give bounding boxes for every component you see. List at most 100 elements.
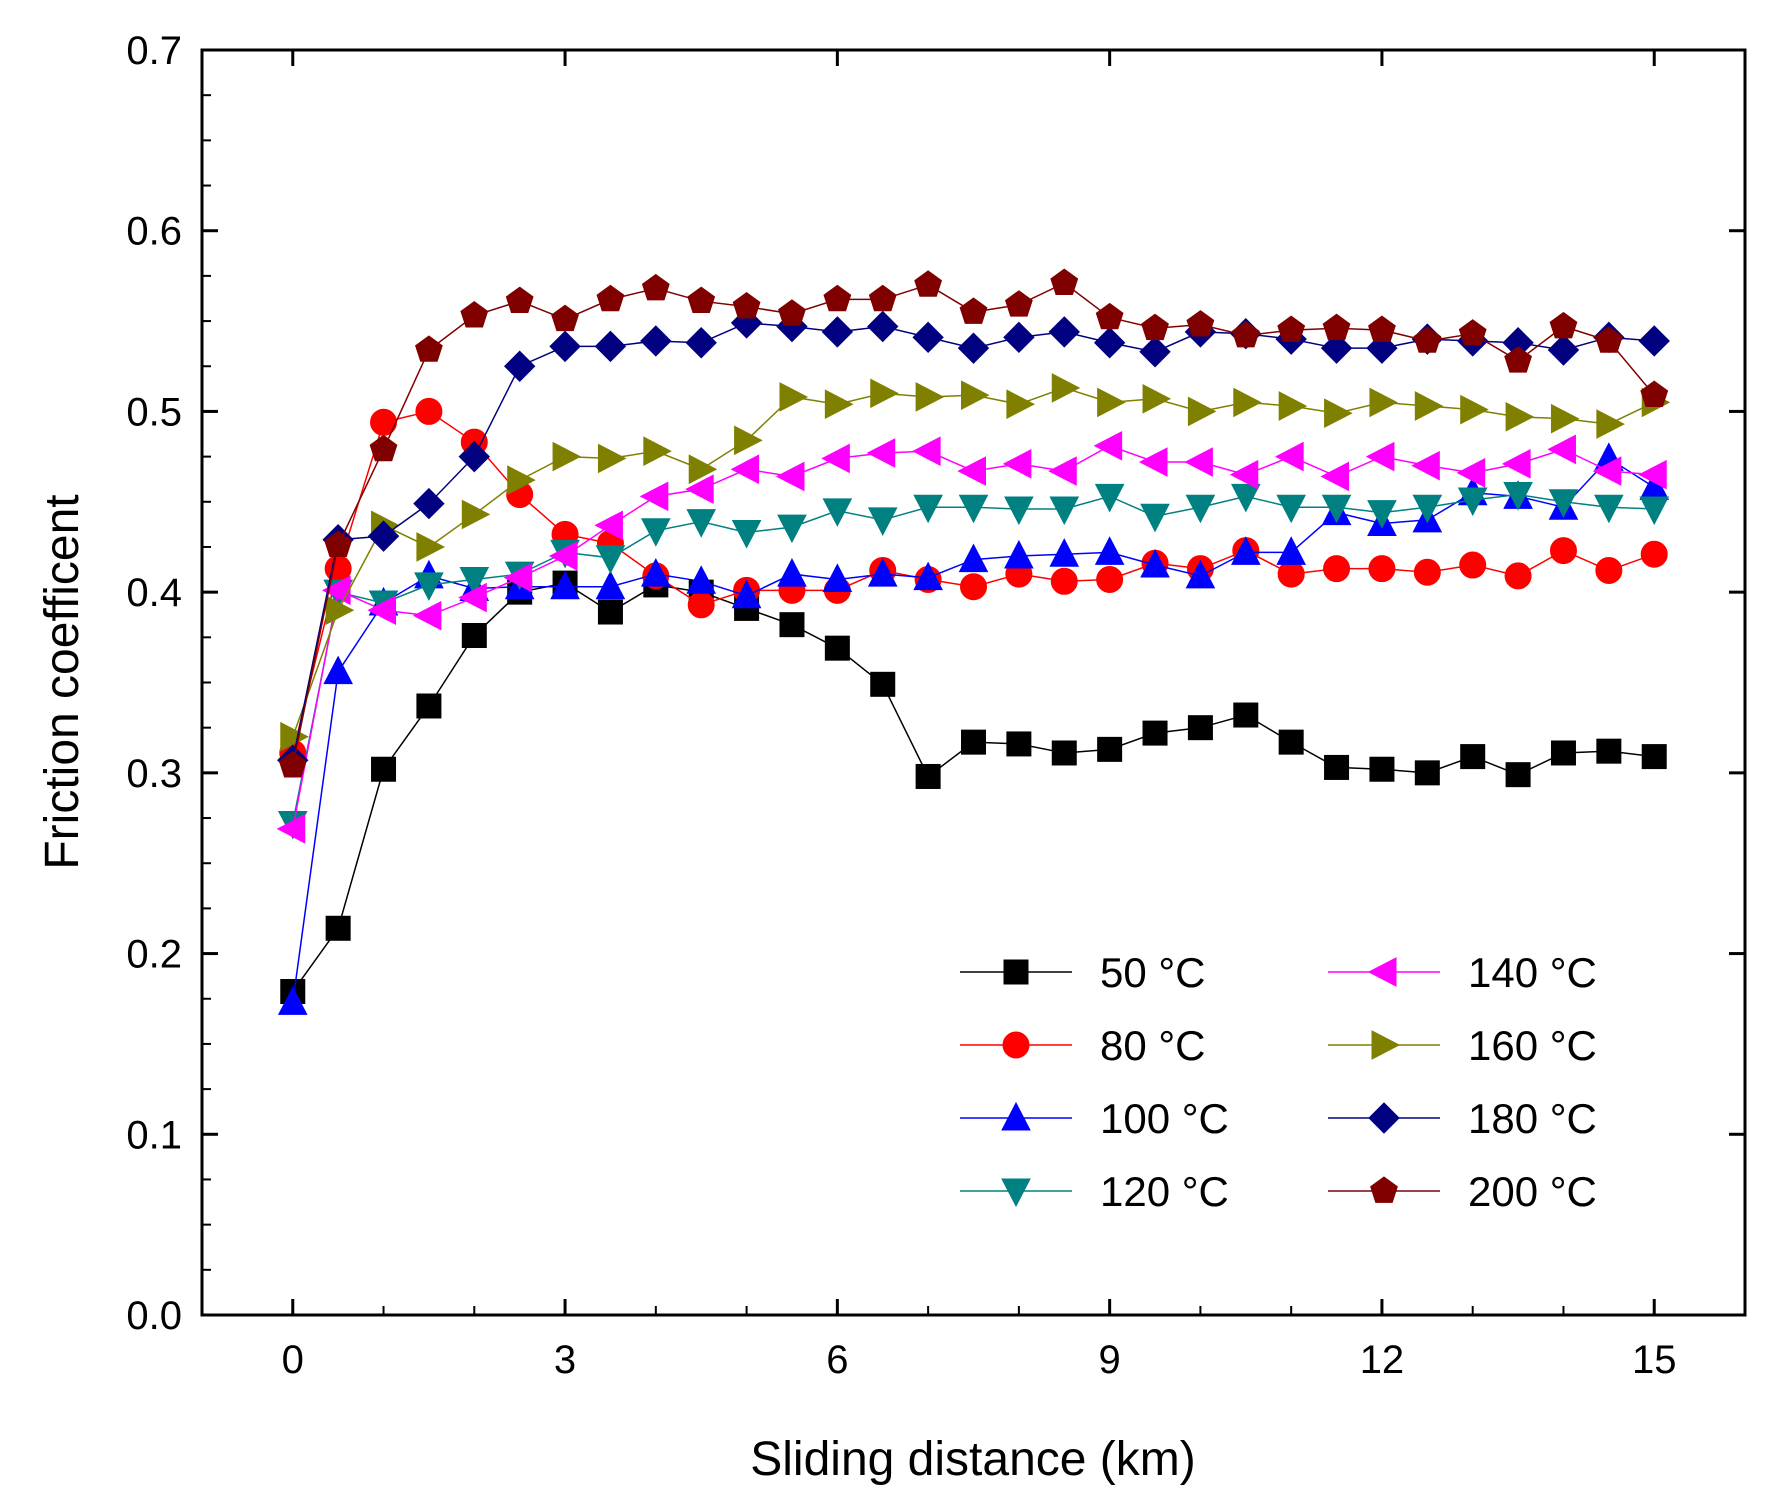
data-point xyxy=(1638,459,1667,490)
data-point xyxy=(460,301,489,328)
data-point xyxy=(1048,456,1077,486)
data-point xyxy=(1097,736,1123,762)
data-point xyxy=(734,425,763,456)
legend-item: 140 °C xyxy=(1328,949,1597,996)
y-axis-title: Friction coefficent xyxy=(36,494,89,869)
data-point xyxy=(1320,461,1350,492)
data-point xyxy=(325,915,351,941)
x-axis-title: Sliding distance (km) xyxy=(750,1433,1196,1486)
data-point xyxy=(1184,447,1213,477)
data-point xyxy=(552,441,582,472)
data-point xyxy=(1140,548,1170,578)
y-tick-label: 0.6 xyxy=(126,210,182,254)
data-point xyxy=(688,454,718,485)
data-point xyxy=(686,565,717,594)
data-point xyxy=(324,530,353,557)
data-point xyxy=(1278,391,1308,421)
legend-marker xyxy=(1001,1178,1031,1208)
data-point xyxy=(322,575,351,606)
data-point xyxy=(685,327,717,359)
data-point xyxy=(548,541,578,571)
x-tick-label: 12 xyxy=(1360,1338,1405,1382)
legend-marker xyxy=(1370,1176,1398,1203)
data-point xyxy=(1414,391,1444,421)
data-point xyxy=(913,494,943,524)
data-point xyxy=(961,380,990,410)
data-point xyxy=(641,518,671,547)
legend-marker xyxy=(1001,1101,1031,1131)
x-tick-label: 0 xyxy=(282,1338,304,1382)
y-tick-label: 0.7 xyxy=(126,29,182,73)
data-point xyxy=(912,436,941,467)
data-point xyxy=(1550,740,1576,766)
data-point xyxy=(1324,398,1353,429)
data-point xyxy=(640,325,672,357)
data-point xyxy=(1322,313,1351,341)
data-point xyxy=(594,330,627,363)
data-point xyxy=(779,612,805,638)
data-point xyxy=(503,350,536,382)
data-point xyxy=(371,756,397,782)
data-point xyxy=(280,721,309,752)
data-point xyxy=(1002,449,1032,479)
data-point xyxy=(1369,756,1395,782)
data-point xyxy=(503,562,533,593)
legend-label: 180 °C xyxy=(1468,1095,1597,1142)
x-tick-label: 6 xyxy=(826,1338,848,1382)
legend-label: 140 °C xyxy=(1468,949,1597,996)
data-point xyxy=(1187,396,1217,427)
data-point xyxy=(1640,540,1668,568)
data-point xyxy=(1320,332,1353,364)
data-point xyxy=(687,591,715,619)
data-point xyxy=(416,693,442,719)
data-point xyxy=(866,438,896,468)
data-point xyxy=(325,595,355,626)
data-point xyxy=(1051,740,1077,766)
data-point xyxy=(1185,559,1216,589)
series-100c xyxy=(277,442,1670,1015)
legend-marker xyxy=(1367,957,1397,987)
data-point xyxy=(731,579,762,609)
data-point xyxy=(1141,313,1169,341)
data-point xyxy=(914,270,943,297)
series-50c xyxy=(280,570,1667,1005)
data-point xyxy=(1142,383,1172,414)
data-point xyxy=(1413,558,1441,586)
data-point xyxy=(1138,447,1168,477)
data-point xyxy=(870,378,899,409)
data-point xyxy=(643,436,672,467)
data-point xyxy=(1369,387,1399,418)
data-point xyxy=(1006,731,1032,757)
series-180c xyxy=(277,307,1670,776)
legend-label: 80 °C xyxy=(1100,1022,1206,1069)
data-point xyxy=(778,299,806,326)
data-point xyxy=(278,751,307,778)
data-point xyxy=(685,474,714,504)
legend-label: 160 °C xyxy=(1468,1022,1597,1069)
data-point xyxy=(461,623,487,649)
data-point xyxy=(1097,387,1126,418)
data-point xyxy=(915,382,945,412)
tick-labels: 0.0 0.1 0.2 0.3 0.4 0.5 0.6 0.7 0 3 6 9 12 15 xyxy=(126,29,1676,1382)
data-point xyxy=(641,557,671,587)
data-point xyxy=(821,316,854,348)
data-point xyxy=(639,481,669,512)
data-point xyxy=(1594,326,1623,353)
data-point xyxy=(415,335,443,362)
axis-ticks xyxy=(202,48,1745,1317)
data-point xyxy=(1414,760,1440,786)
data-point xyxy=(824,389,854,420)
legend-item: 100 °C xyxy=(960,1095,1229,1142)
data-point xyxy=(1186,310,1215,337)
data-point xyxy=(1096,565,1124,593)
data-point xyxy=(1550,403,1580,434)
data-point xyxy=(1003,321,1035,354)
x-tick-label: 3 xyxy=(554,1338,576,1382)
data-point xyxy=(1094,483,1125,513)
data-point xyxy=(1638,325,1670,357)
data-point xyxy=(367,520,400,552)
legend-label: 120 °C xyxy=(1100,1168,1229,1215)
data-point xyxy=(1594,494,1624,524)
legend-marker xyxy=(1003,959,1029,985)
data-point xyxy=(1233,387,1262,418)
